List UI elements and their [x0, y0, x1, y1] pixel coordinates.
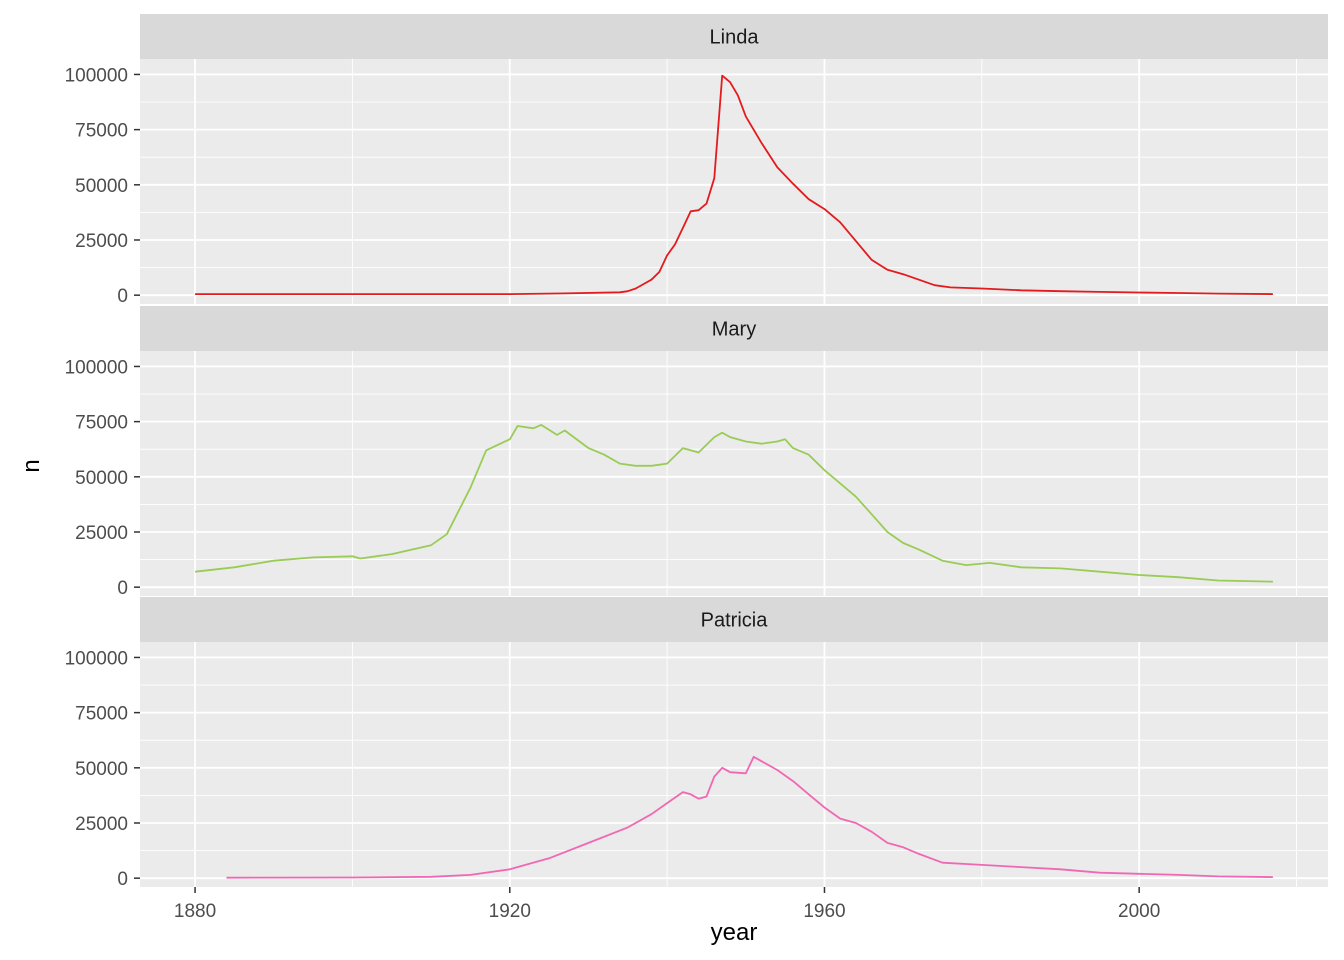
y-tick-label: 25000	[75, 814, 128, 835]
y-tick-label: 75000	[75, 413, 128, 434]
facet-strip-label: Mary	[712, 319, 756, 341]
x-axis: 1880 1920 1960 2000	[174, 887, 1160, 922]
series-line-mary	[194, 423, 1273, 583]
y-tick-label: 0	[117, 869, 128, 890]
facet-strip-label: Patricia	[701, 610, 769, 632]
facet-panel-linda: Linda 0 25000 50000 75000 100000	[65, 14, 1328, 307]
facet-panel-mary: Mary 0 25000 50000 75000 100000	[65, 306, 1328, 599]
y-tick-label: 25000	[75, 231, 128, 252]
y-axis-title: n	[18, 459, 45, 472]
y-tick-label: 75000	[75, 704, 128, 725]
y-tick-label: 75000	[75, 121, 128, 142]
y-tick-label: 50000	[75, 176, 128, 197]
panel-background	[140, 59, 1328, 304]
y-tick-label: 50000	[75, 759, 128, 780]
y-tick-label: 25000	[75, 523, 128, 544]
y-tick-label: 50000	[75, 468, 128, 489]
y-tick-label: 0	[117, 578, 128, 599]
panel-background	[140, 642, 1328, 887]
x-tick-label: 1880	[174, 901, 216, 922]
y-tick-label: 100000	[65, 648, 128, 669]
y-tick-label: 100000	[65, 357, 128, 378]
facet-strip-label: Linda	[710, 27, 760, 49]
series-line-patricia	[226, 755, 1273, 879]
facet-strip	[140, 14, 1328, 59]
x-tick-label: 2000	[1118, 901, 1160, 922]
y-tick-label: 100000	[65, 65, 128, 86]
series-line-linda	[195, 74, 1273, 296]
facet-strip	[140, 306, 1328, 351]
facet-panels: Linda 0 25000 50000 75000 100000 Mary 0 25000 500…	[65, 14, 1328, 890]
x-tick-label: 1920	[489, 901, 531, 922]
y-tick-label: 0	[117, 286, 128, 307]
facet-strip	[140, 597, 1328, 642]
x-tick-label: 1960	[803, 901, 845, 922]
x-axis-title: year	[711, 919, 758, 946]
panel-background	[140, 351, 1328, 596]
facet-panel-patricia: Patricia 0 25000 50000 75000 100000	[65, 597, 1328, 890]
